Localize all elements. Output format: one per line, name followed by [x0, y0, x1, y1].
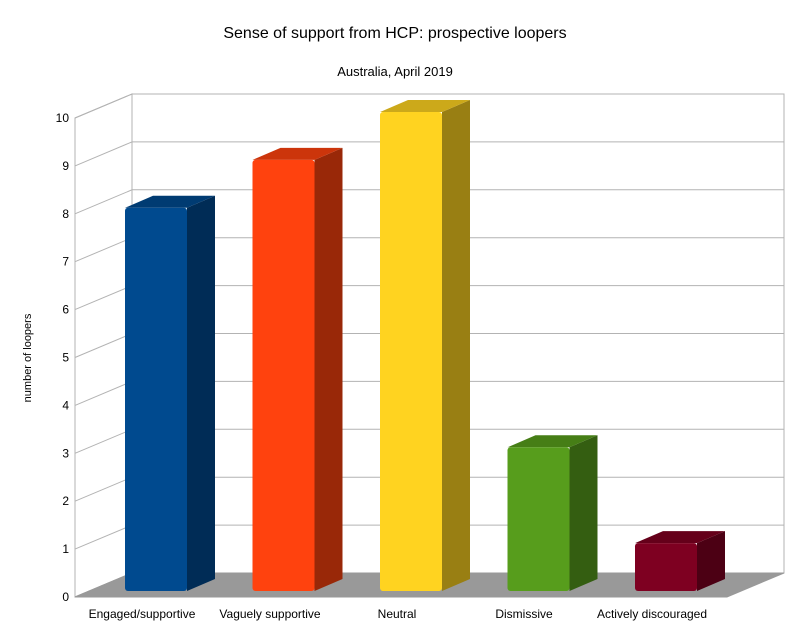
bar: [380, 100, 470, 591]
x-tick-label: Engaged/supportive: [89, 607, 196, 621]
bars: [125, 100, 725, 592]
bar-top: [635, 531, 725, 544]
y-tick-label: 2: [62, 494, 69, 508]
x-axis-ticks: Engaged/supportive Vaguely supportive Neut…: [89, 607, 707, 621]
y-tick-label: 8: [62, 207, 69, 221]
y-tick-label: 10: [56, 111, 70, 125]
bar-front: [125, 207, 187, 592]
x-tick-label: Neutral: [378, 607, 417, 621]
bar: [507, 435, 598, 591]
bar: [125, 195, 215, 592]
y-tick-label: 0: [62, 590, 69, 604]
gridline: [74, 93, 784, 119]
bar-top: [507, 435, 598, 448]
y-tick-label: 9: [62, 159, 69, 173]
x-tick-label: Dismissive: [495, 607, 553, 621]
gridline: [74, 189, 784, 215]
bar-top: [380, 100, 470, 112]
bar-front: [252, 159, 315, 591]
chart-title: Sense of support from HCP: prospective l…: [223, 25, 566, 42]
y-tick-label: 7: [62, 255, 69, 269]
bar-side: [569, 435, 598, 591]
bar-top: [125, 195, 215, 208]
chart-subtitle: Australia, April 2019: [337, 64, 453, 79]
bar-side: [314, 147, 343, 591]
gridline: [74, 141, 784, 167]
bar: [635, 531, 725, 591]
bar-front: [635, 543, 697, 591]
y-tick-label: 3: [62, 446, 69, 460]
bar-side: [697, 531, 725, 591]
y-tick-label: 1: [62, 542, 69, 556]
x-tick-label: Vaguely supportive: [219, 607, 321, 621]
y-tick-label: 5: [62, 351, 69, 365]
y-tick-label: 6: [62, 303, 69, 317]
y-tick-label: 4: [62, 398, 69, 412]
bar-side: [187, 195, 215, 592]
bar-top: [252, 147, 343, 160]
y-axis-label: number of loopers: [22, 313, 34, 402]
bar-side: [442, 100, 470, 591]
y-axis-ticks: 0 1 2 3 4 5 6 7 8 9 10: [56, 111, 70, 604]
bar-front: [380, 112, 442, 591]
bar-front: [507, 447, 570, 591]
bar: [252, 147, 343, 591]
x-tick-label: Actively discouraged: [597, 607, 707, 621]
